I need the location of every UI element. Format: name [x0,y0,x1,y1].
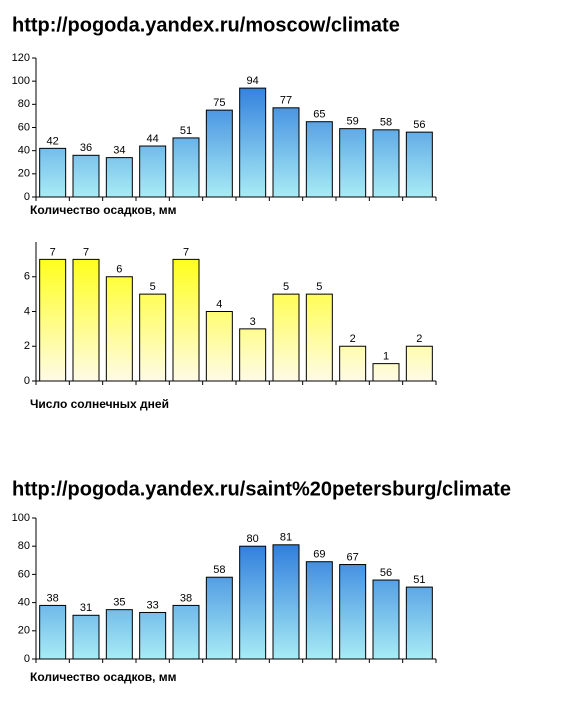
data-label: 56 [413,119,425,131]
data-label: 94 [247,75,259,87]
bar [39,147,67,198]
data-label: 3 [250,316,256,328]
bar [39,258,67,382]
data-label: 75 [213,97,225,109]
y-tick-label: 100 [12,512,30,524]
data-label: 35 [113,597,125,609]
y-tick-label: 20 [18,168,30,180]
bar [272,544,300,660]
data-label: 81 [280,532,292,544]
data-label: 59 [347,116,359,128]
bar [139,293,167,382]
bar [372,363,400,382]
data-label: 58 [213,564,225,576]
data-label: 2 [350,333,356,345]
bar [72,258,100,382]
bar [72,154,100,198]
data-label: 69 [313,549,325,561]
bar [272,293,300,382]
bar [339,564,367,660]
chart-title: http://pogoda.yandex.ru/saint%20petersbu… [12,478,511,500]
bar [72,614,100,660]
y-tick-label: 0 [24,375,30,387]
data-label: 4 [216,298,222,310]
data-label: 65 [313,109,325,121]
y-tick-label: 80 [18,98,30,110]
y-tick-label: 100 [12,75,30,87]
bar [239,328,267,382]
y-tick-label: 40 [18,597,30,609]
x-axis-label: Количество осадков, мм [30,670,177,684]
data-label: 38 [180,592,192,604]
bar [139,611,167,660]
x-axis-label: Количество осадков, мм [30,203,177,217]
bar [205,576,233,660]
data-label: 44 [147,133,159,145]
data-label: 42 [47,135,59,147]
data-label: 7 [83,246,89,258]
bar [105,609,133,660]
y-tick-label: 40 [18,145,30,157]
bar [339,345,367,382]
bar [339,128,367,198]
y-tick-label: 6 [24,271,30,283]
bar [205,311,233,382]
data-label: 67 [347,551,359,563]
bar [172,604,200,660]
bar [372,579,400,660]
y-tick-label: 60 [18,121,30,133]
bar [305,561,333,660]
data-label: 2 [416,333,422,345]
bar [139,145,167,198]
bar [172,137,200,198]
y-tick-label: 60 [18,568,30,580]
y-tick-label: 0 [24,653,30,665]
bar [272,107,300,198]
data-label: 51 [180,125,192,137]
bar [239,87,267,198]
data-label: 6 [116,264,122,276]
bar [39,604,67,660]
y-tick-label: 0 [24,191,30,203]
y-tick-label: 80 [18,540,30,552]
data-label: 5 [283,281,289,293]
x-axis-label: Число солнечных дней [30,397,169,411]
data-label: 31 [80,602,92,614]
bar [405,345,433,382]
bar [105,276,133,382]
data-label: 80 [247,533,259,545]
data-label: 36 [80,142,92,154]
y-tick-label: 20 [18,625,30,637]
data-label: 38 [47,592,59,604]
data-label: 1 [383,351,389,363]
bar [205,109,233,198]
y-tick-label: 2 [24,340,30,352]
data-label: 77 [280,95,292,107]
data-label: 7 [183,246,189,258]
bar [405,131,433,198]
chart-title: http://pogoda.yandex.ru/moscow/climate [12,14,400,36]
data-label: 33 [147,599,159,611]
bar [305,293,333,382]
bar [305,121,333,198]
y-tick-label: 4 [24,305,30,317]
data-label: 56 [380,567,392,579]
data-label: 5 [150,281,156,293]
data-label: 34 [113,145,125,157]
bar [172,258,200,382]
bar [372,129,400,198]
data-label: 58 [380,117,392,129]
data-label: 7 [50,246,56,258]
data-label: 51 [413,574,425,586]
y-tick-label: 120 [12,52,30,64]
data-label: 5 [316,281,322,293]
bar [105,157,133,198]
bar [405,586,433,660]
bar [239,545,267,660]
